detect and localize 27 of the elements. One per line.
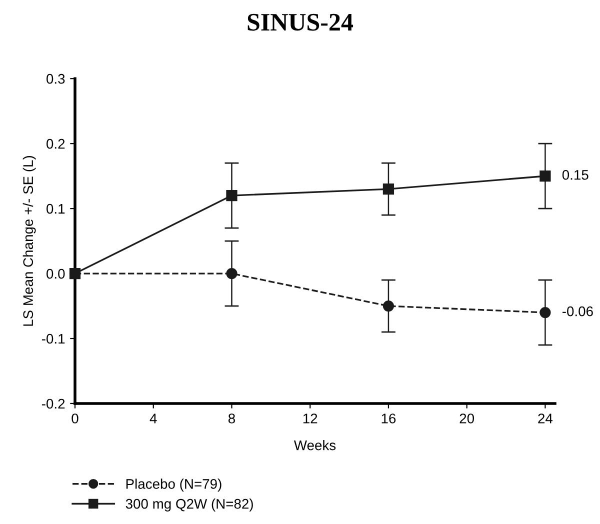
legend-label: Placebo (N=79) xyxy=(126,478,222,492)
point xyxy=(382,300,394,312)
data-label: -0.06 xyxy=(562,306,593,316)
y-tick-label: -0.2 xyxy=(42,398,65,409)
x-tick-label: 4 xyxy=(150,414,157,424)
point xyxy=(540,170,551,182)
x-tick-label: 20 xyxy=(460,414,474,424)
x-tick-label: 12 xyxy=(303,414,318,424)
y-tick-label: 0.0 xyxy=(46,268,65,279)
chart-title: SINUS-24 xyxy=(248,14,354,31)
x-tick-label: 16 xyxy=(382,414,396,424)
point xyxy=(69,268,81,280)
x-tick-label: 8 xyxy=(228,414,235,424)
point xyxy=(226,268,238,280)
data-label: 0.15 xyxy=(562,170,588,180)
x-tick-label: 24 xyxy=(538,414,553,424)
legend-label: 300 mg Q2W (N=82) xyxy=(126,498,253,512)
point xyxy=(382,184,394,195)
x-tick-label: 0 xyxy=(72,414,78,424)
y-tick-label: 0.3 xyxy=(46,74,65,84)
y-axis-title: LS Mean Change +/- SE (L) xyxy=(22,156,36,326)
point xyxy=(540,306,551,318)
point xyxy=(226,190,238,202)
x-axis-title: Weeks xyxy=(294,440,336,450)
y-tick-label: -0.1 xyxy=(42,334,65,344)
y-tick-label: 0.1 xyxy=(46,204,65,214)
y-tick-label: 0.2 xyxy=(46,138,65,149)
